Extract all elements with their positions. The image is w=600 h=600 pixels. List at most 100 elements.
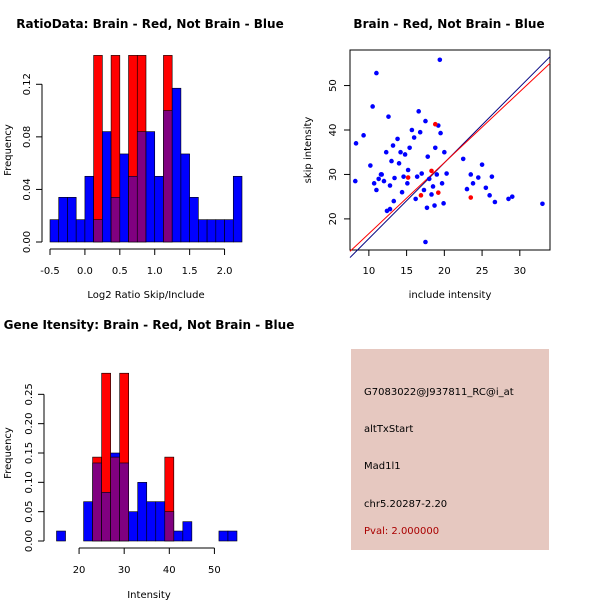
ratio-bar-3 — [75, 219, 86, 243]
scatter-point-0-23 — [398, 149, 403, 155]
scatter-point-0-3 — [368, 163, 373, 168]
scatter-point-0-43 — [429, 192, 434, 197]
scatter-point-0-6 — [374, 187, 379, 193]
ratio-bar-14 — [171, 87, 182, 243]
gene-symbol-text: Mad1l1 — [364, 461, 401, 472]
gene-y-tick-label-4: 0.20 — [24, 413, 35, 435]
scatter-point-0-1 — [353, 141, 359, 146]
ratio-overlap-bar-10 — [136, 131, 147, 243]
scatter-point-0-47 — [434, 172, 440, 177]
scatter-point-0-36 — [419, 171, 424, 176]
ratio-bar-1 — [58, 197, 68, 243]
scatter-point-0-11 — [381, 178, 387, 184]
ratio-bar-19 — [215, 219, 225, 243]
gene-overlap-bar-5 — [101, 492, 111, 542]
scatter-plot-frame — [349, 49, 551, 251]
scatter-point-0-17 — [389, 158, 394, 164]
gene-y-label: Frequency — [3, 427, 14, 479]
scatter-point-0-8 — [376, 176, 381, 182]
gene-bar-13 — [173, 530, 184, 542]
scatter-point-0-26 — [402, 152, 408, 157]
scatter-point-0-62 — [487, 193, 492, 198]
scatter-point-0-22 — [396, 161, 402, 166]
scatter-point-0-66 — [509, 194, 515, 199]
scatter-y-tick-label-2: 40 — [328, 124, 339, 137]
scatter-point-1-0 — [405, 175, 411, 180]
scatter-point-0-28 — [405, 167, 411, 173]
scatter-y-tick-label-3: 50 — [328, 79, 339, 92]
scatter-point-0-53 — [442, 149, 447, 155]
scatter-point-0-30 — [409, 127, 415, 133]
scatter-point-0-44 — [430, 184, 436, 189]
ratio-x-tick-label-0: -0.5 — [40, 266, 60, 277]
gene-bar-11 — [155, 501, 166, 542]
gene-overlap-bar-4 — [92, 462, 102, 542]
scatter-point-0-5 — [371, 181, 377, 186]
ratio-bar-18 — [206, 219, 217, 243]
scatter-y-tick-label-1: 30 — [328, 168, 339, 181]
ratio-overlap-bar-5 — [93, 219, 103, 243]
scatter-point-0-42 — [426, 176, 432, 182]
scatter-point-0-45 — [432, 203, 437, 208]
scatter-point-0-52 — [441, 201, 446, 206]
scatter-point-0-34 — [416, 109, 421, 114]
scatter-point-0-4 — [370, 104, 375, 109]
scatter-point-1-2 — [429, 168, 434, 174]
scatter-point-0-25 — [401, 174, 406, 179]
scatter-point-0-19 — [391, 198, 397, 204]
scatter-point-0-54 — [444, 171, 449, 176]
scatter-point-0-51 — [439, 181, 445, 186]
scatter-point-0-56 — [464, 186, 470, 192]
ratio-bar-21 — [232, 175, 243, 243]
scatter-point-0-41 — [425, 154, 431, 159]
gene-x-tick-label-1: 30 — [118, 565, 131, 576]
gene-x-tick-label-2: 40 — [163, 565, 176, 576]
scatter-point-0-63 — [489, 174, 495, 179]
scatter-point-0-57 — [468, 172, 474, 177]
ratio-bar-0 — [49, 219, 60, 243]
scatter-point-1-4 — [436, 190, 441, 195]
gene-bar-8 — [128, 511, 139, 542]
scatter-point-0-39 — [423, 239, 428, 245]
scatter-point-0-35 — [417, 129, 423, 135]
scatter-point-0-12 — [383, 149, 389, 155]
gene-bar-19 — [227, 530, 238, 542]
ratio-x-tick-label-5: 2.0 — [217, 266, 233, 277]
scatter-point-0-27 — [405, 181, 410, 186]
gene-y-tick-label-3: 0.15 — [24, 442, 35, 464]
ratio-bar-12 — [154, 175, 164, 243]
scatter-point-0-59 — [476, 175, 481, 180]
scatter-point-0-7 — [374, 70, 379, 76]
scatter-point-0-32 — [413, 196, 418, 202]
ratio-y-tick-label-2: 0.08 — [22, 126, 33, 148]
ratio-bar-8 — [119, 153, 129, 243]
scatter-point-0-14 — [386, 114, 391, 119]
gene-bar-10 — [146, 501, 157, 542]
scatter-point-0-2 — [361, 133, 366, 138]
gene-y-tick-label-5: 0.25 — [24, 383, 35, 405]
scatter-x-tick-label-4: 30 — [513, 266, 526, 277]
scatter-point-1-1 — [418, 193, 424, 198]
probe-id-text: G7083022@J937811_RC@i_at — [364, 387, 514, 398]
ratio-bar-5 — [93, 55, 103, 243]
gene-overlap-bar-12 — [164, 511, 175, 542]
scatter-point-0-18 — [390, 143, 396, 148]
gene-y-tick-label-2: 0.10 — [24, 471, 35, 493]
ratio-overlap-bar-9 — [128, 175, 138, 243]
scatter-point-0-58 — [470, 181, 476, 186]
scatter-title: Brain - Red, Not Brain - Blue — [353, 17, 544, 31]
scatter-point-0-16 — [387, 183, 393, 188]
ratio-x-tick-label-3: 1.0 — [147, 266, 163, 277]
gene-y-tick-label-0: 0.00 — [24, 530, 35, 552]
scatter-point-0-31 — [411, 135, 417, 140]
scatter-point-0-64 — [492, 199, 498, 205]
gene-title: Gene Itensity: Brain - Red, Not Brain - … — [4, 318, 295, 332]
ratio-title: RatioData: Brain - Red, Not Brain - Blue — [16, 17, 283, 31]
ratio-bar-16 — [189, 197, 199, 243]
scatter-point-0-60 — [479, 162, 485, 167]
scatter-y-tick-label-0: 20 — [328, 213, 339, 226]
scatter-point-1-5 — [468, 195, 474, 200]
scatter-x-tick-label-0: 10 — [363, 266, 376, 277]
scatter-point-0-50 — [438, 130, 443, 136]
